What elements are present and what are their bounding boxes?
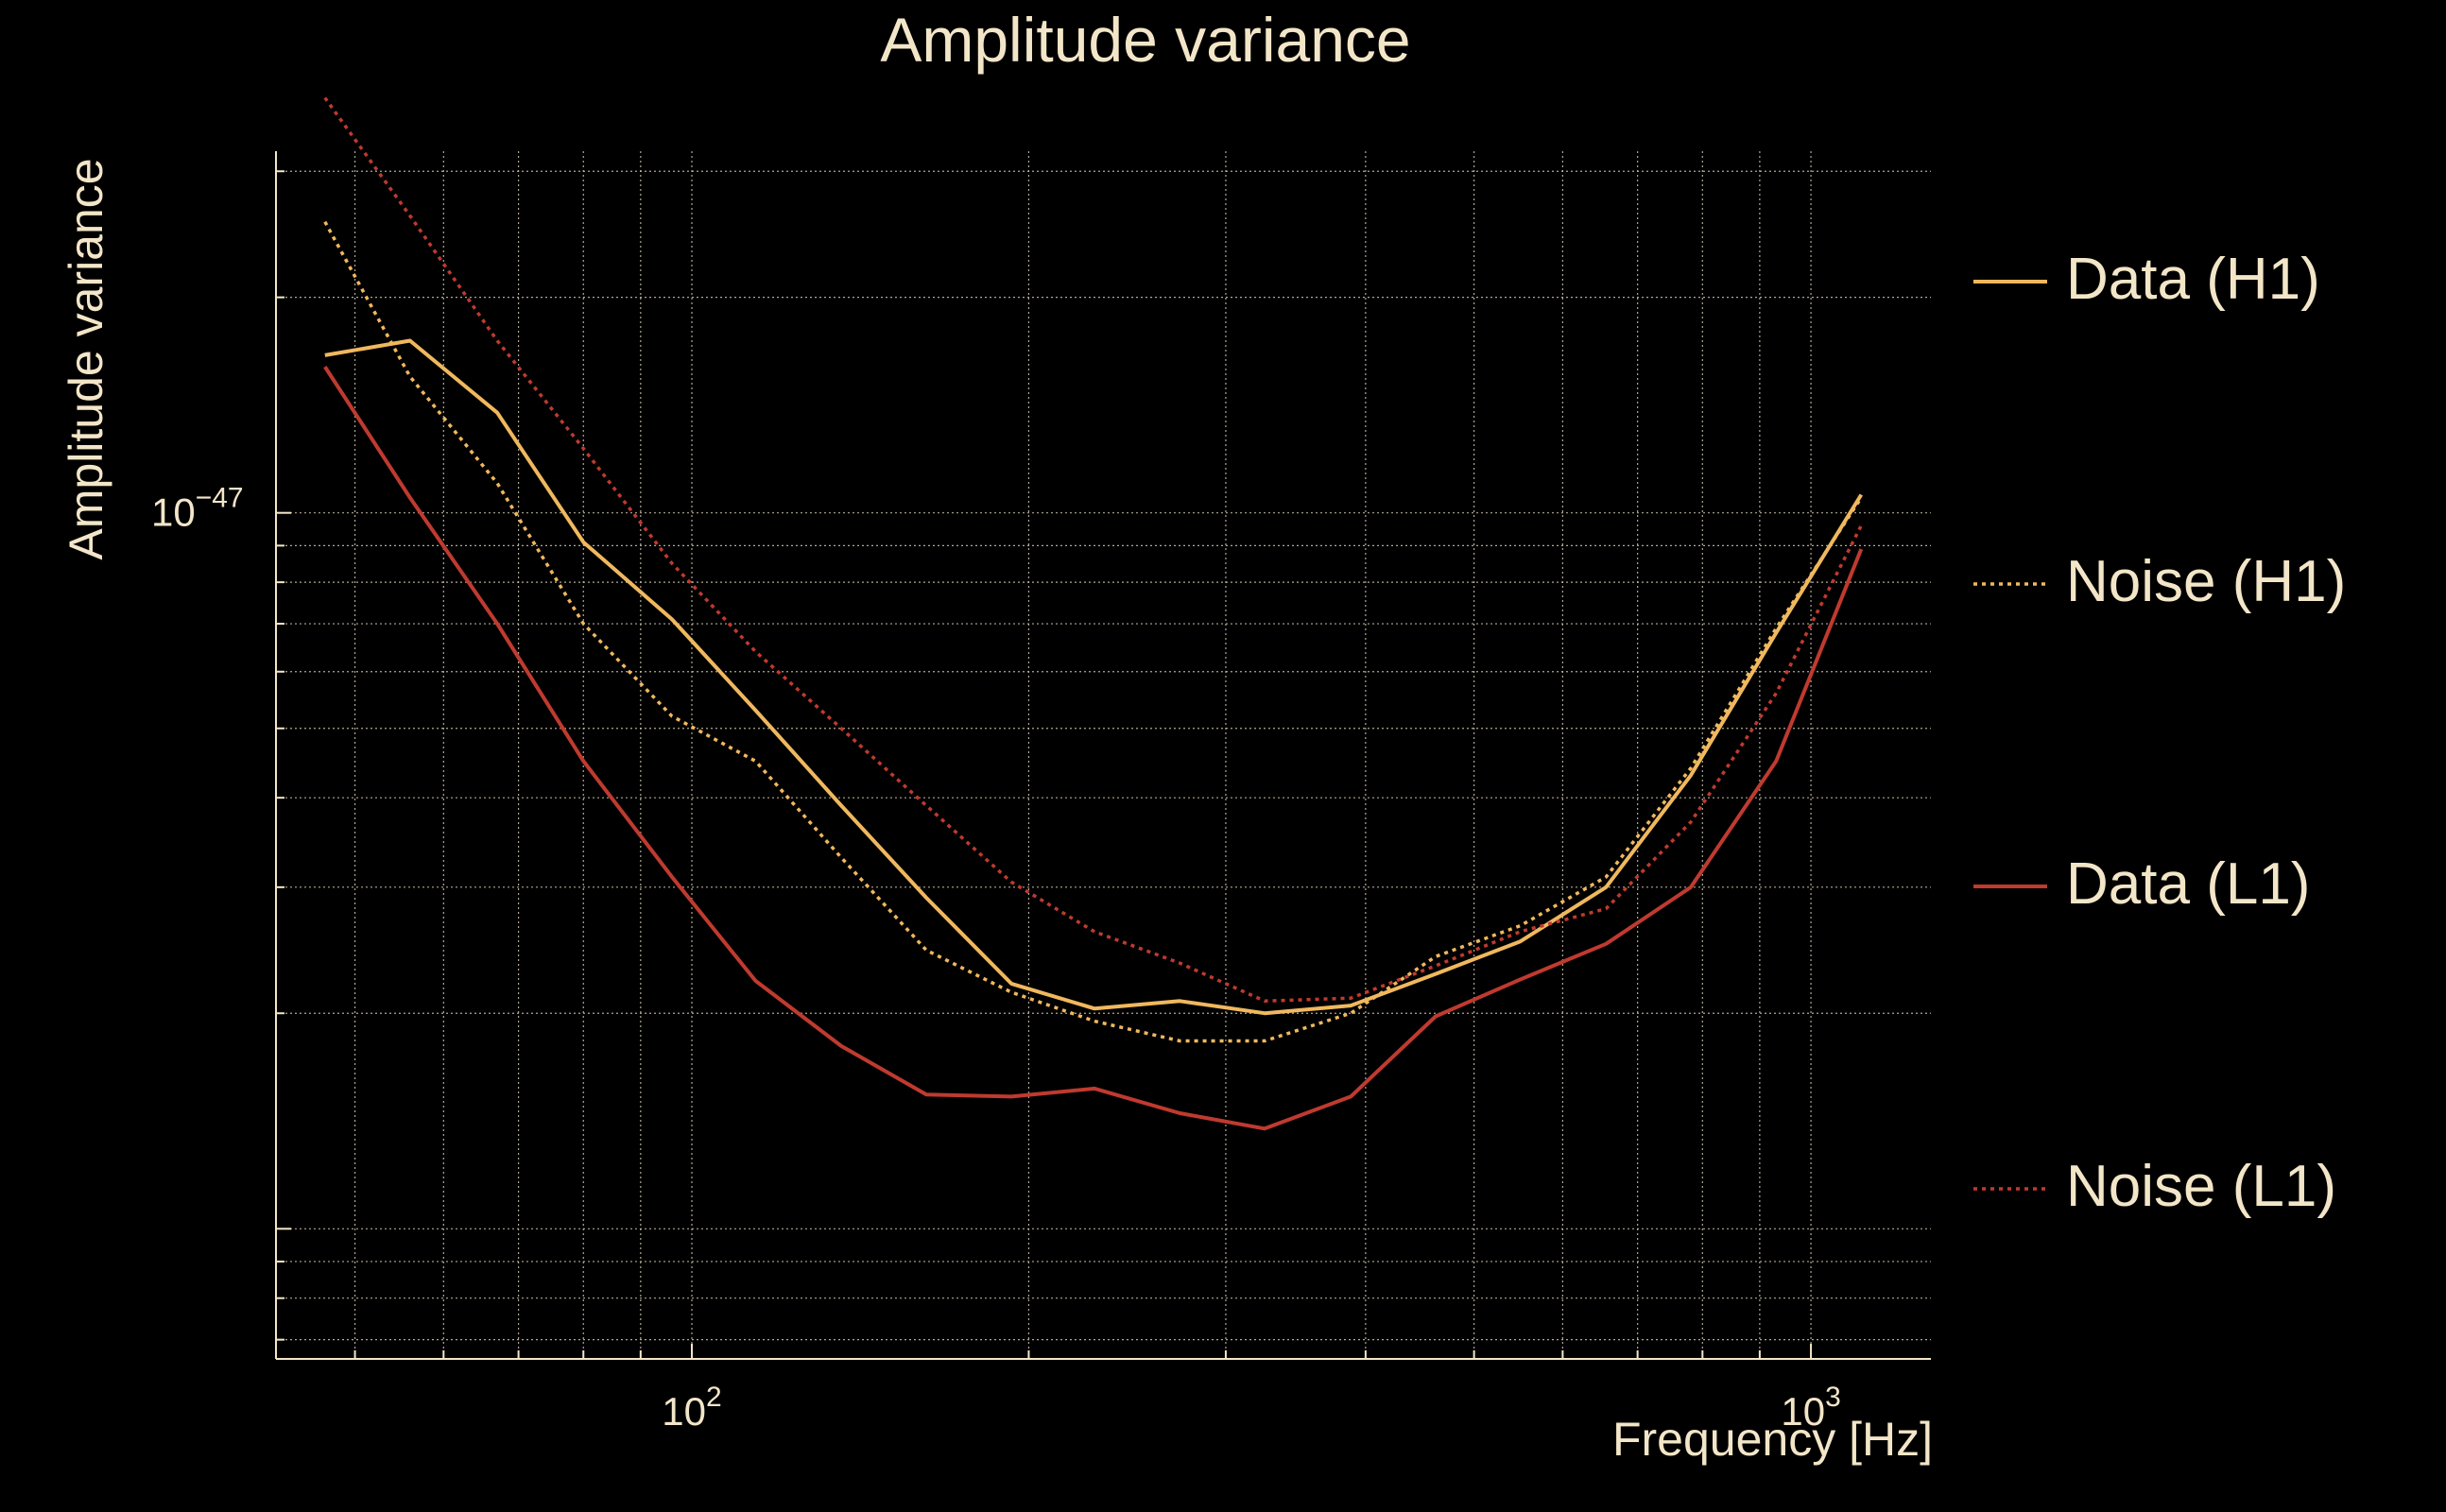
x-tick-exponent: 3 <box>1825 1382 1841 1413</box>
axes <box>275 151 1931 1360</box>
data-series <box>323 96 1864 1131</box>
chart-title: Amplitude variance <box>880 5 1410 75</box>
series-line-data-h1 <box>324 338 1864 1016</box>
series-line-noise-h1 <box>323 220 1863 1043</box>
x-axis-label: Frequency [Hz] <box>1612 1413 1933 1466</box>
series-line-noise-l1 <box>323 96 1863 1004</box>
grid-lines <box>276 151 1931 1359</box>
legend-label: Data (H1) <box>2066 247 2320 312</box>
legend-label: Noise (H1) <box>2066 549 2346 614</box>
y-axis-label: Amplitude variance <box>60 158 112 559</box>
x-tick-exponent: 2 <box>706 1382 722 1413</box>
legend-label: Noise (L1) <box>2066 1154 2336 1219</box>
y-tick-exponent: −47 <box>196 483 244 514</box>
series-line-data-l1 <box>323 366 1864 1131</box>
legend-label: Data (L1) <box>2066 851 2310 917</box>
legend: Data (H1) Noise (H1) Data (L1) Noise (L1) <box>1973 247 2346 1219</box>
